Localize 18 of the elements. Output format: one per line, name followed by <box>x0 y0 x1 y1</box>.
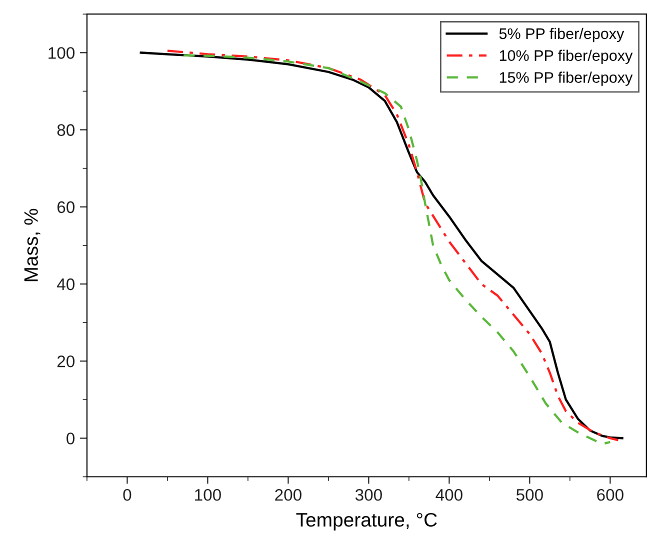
x-tick-label: 200 <box>275 489 302 501</box>
legend-label: 15% PP fiber/epoxy <box>500 72 633 86</box>
legend-label: 5% PP fiber/epoxy <box>499 28 624 42</box>
y-axis-title: Mass, % <box>24 208 40 282</box>
x-tick-label: 0 <box>123 489 132 501</box>
x-tick-label: 100 <box>195 489 221 501</box>
y-tick-label: 60 <box>57 201 75 214</box>
x-axis-title: Temperature, °C <box>296 512 437 531</box>
x-tick-label: 600 <box>597 489 624 501</box>
y-tick-label: 80 <box>57 124 75 136</box>
x-tick-label: 500 <box>516 489 543 501</box>
x-tick-label: 400 <box>436 489 462 501</box>
y-tick-label: 40 <box>57 278 75 290</box>
x-tick-label: 300 <box>355 489 382 501</box>
legend-label: 10% PP fiber/epoxy <box>500 50 633 64</box>
y-tick-label: 100 <box>48 47 75 59</box>
y-tick-label: 0 <box>66 432 75 444</box>
y-tick-label: 20 <box>57 355 75 368</box>
